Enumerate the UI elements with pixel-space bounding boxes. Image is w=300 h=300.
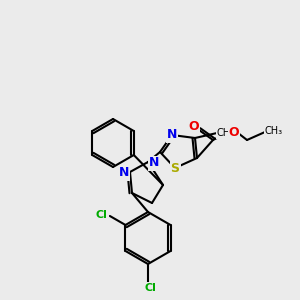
Text: CH₃: CH₃ [217, 128, 235, 138]
Text: N: N [119, 167, 129, 179]
Text: N: N [149, 157, 159, 169]
Text: O: O [229, 127, 239, 140]
Text: Cl: Cl [144, 283, 156, 293]
Text: O: O [189, 119, 199, 133]
Text: S: S [170, 161, 179, 175]
Text: Cl: Cl [96, 210, 108, 220]
Text: CH₃: CH₃ [265, 126, 283, 136]
Text: N: N [167, 128, 177, 142]
